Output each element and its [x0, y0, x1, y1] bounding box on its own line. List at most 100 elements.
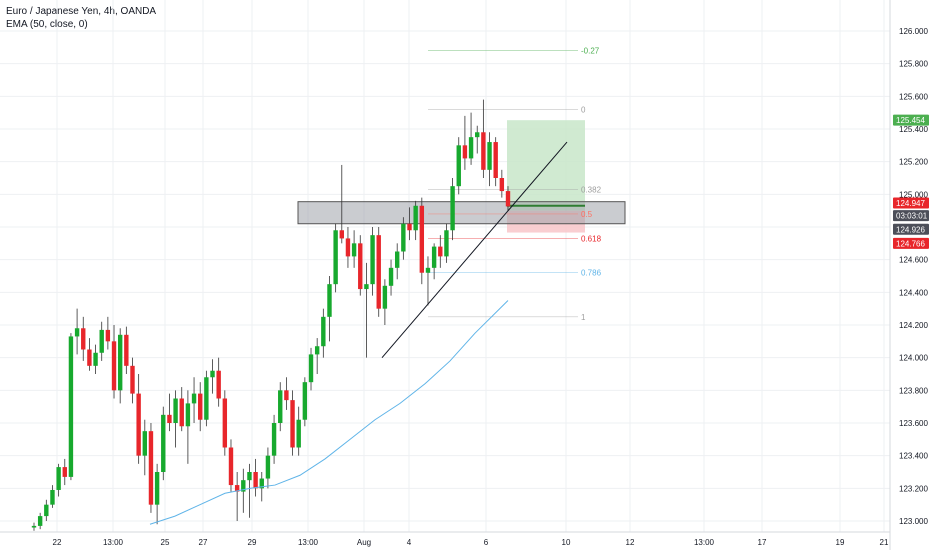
time-tick-label: 27	[199, 538, 208, 547]
candle-down	[136, 393, 141, 456]
time-tick-label: 13:00	[298, 538, 319, 547]
candle-down	[81, 328, 86, 350]
time-tick-label: 21	[880, 538, 889, 547]
candle-down	[198, 393, 203, 420]
candle-up	[450, 186, 455, 231]
candle-up	[388, 267, 394, 286]
candle-down	[62, 467, 67, 477]
candle-up	[308, 354, 314, 383]
profit-zone	[507, 120, 585, 211]
candle-up	[185, 403, 191, 427]
chart-legend: Euro / Japanese Yen, 4h, OANDA EMA (50, …	[6, 5, 156, 31]
price-tick-label: 126.000	[899, 27, 928, 36]
fib-level-label: 0	[581, 105, 586, 114]
candle-up	[259, 478, 264, 489]
candle-down	[124, 334, 129, 366]
fib-level-label: 0.5	[581, 210, 593, 219]
time-tick-label: 10	[562, 538, 571, 547]
fib-level-label: 0.382	[581, 185, 602, 194]
candle-up	[431, 246, 437, 268]
price-tick-label: 123.200	[899, 484, 928, 493]
candle-up	[31, 525, 37, 528]
close-price-tag-text: 124.926	[896, 225, 925, 234]
candle-down	[358, 243, 363, 290]
candle-up	[302, 382, 308, 420]
candle-down	[228, 447, 234, 486]
price-tick-label: 123.000	[899, 517, 928, 526]
candle-up	[321, 316, 326, 347]
trendline	[381, 141, 568, 358]
time-tick-label: Aug	[357, 538, 371, 547]
candle-up	[117, 334, 123, 391]
stop-price-tag-text: 124.766	[896, 239, 925, 248]
candle-up	[68, 336, 74, 477]
candle-down	[87, 349, 92, 366]
candle-up	[44, 504, 49, 517]
candle-up	[191, 393, 197, 404]
candle-down	[130, 365, 135, 394]
fib-level-label: 0.618	[581, 234, 602, 243]
current-price-tag-text: 124.947	[896, 199, 925, 208]
fib-level-label: 1	[581, 313, 586, 322]
candle-up	[50, 489, 55, 505]
candle-up	[475, 132, 480, 138]
candle-up	[364, 284, 369, 290]
price-tick-label: 123.600	[899, 419, 928, 428]
candle-up	[468, 137, 474, 159]
time-tick-label: 29	[248, 538, 257, 547]
candle-up	[247, 472, 252, 481]
candle-down	[167, 414, 172, 423]
price-tick-label: 124.600	[899, 256, 928, 265]
candle-up	[296, 419, 301, 448]
price-tick-label: 124.400	[899, 288, 928, 297]
candle-up	[210, 370, 215, 378]
candle-up	[204, 377, 209, 420]
candle-down	[216, 370, 221, 399]
time-tick-label: 17	[758, 538, 767, 547]
price-tick-label: 124.200	[899, 321, 928, 330]
time-tick-label: 6	[484, 538, 489, 547]
fib-level-label: -0.27	[581, 47, 600, 56]
countdown-tag	[893, 210, 929, 222]
candle-up	[487, 142, 492, 170]
candle-down	[148, 431, 154, 505]
ema-line	[149, 300, 509, 525]
candle-down	[290, 400, 295, 448]
candle-down	[376, 235, 381, 309]
time-tick-label: 4	[407, 538, 412, 547]
countdown-tag-text: 03:03:01	[896, 212, 928, 221]
candle-up	[173, 398, 178, 423]
candle-down	[499, 178, 505, 192]
price-tick-label: 125.000	[899, 190, 928, 199]
candle-up	[394, 251, 400, 268]
candle-down	[505, 191, 511, 207]
candle-up	[154, 472, 160, 505]
price-tick-label: 125.200	[899, 158, 928, 167]
symbol-title: Euro / Japanese Yen, 4h, OANDA	[6, 6, 157, 17]
close-price-tag	[893, 223, 929, 235]
candle-up	[351, 243, 357, 257]
candle-down	[345, 238, 351, 257]
candle-up	[370, 235, 375, 285]
candle-up	[142, 431, 148, 456]
candle-down	[481, 132, 486, 170]
candle-down	[253, 472, 258, 489]
candle-up	[413, 205, 418, 231]
time-tick-label: 22	[53, 538, 62, 547]
price-tick-label: 123.800	[899, 386, 928, 395]
candle-up	[327, 284, 332, 317]
price-tick-label: 124.000	[899, 354, 928, 363]
current-price-tag	[893, 197, 929, 209]
candle-up	[382, 285, 388, 309]
target-price-tag-text: 125.454	[896, 116, 925, 125]
candle-up	[241, 480, 246, 492]
candle-up	[74, 328, 80, 337]
candle-up	[314, 346, 320, 355]
candle-up	[333, 230, 338, 285]
candle-down	[493, 142, 498, 178]
candle-down	[179, 398, 184, 427]
candle-down	[438, 246, 443, 257]
candle-down	[407, 223, 412, 231]
